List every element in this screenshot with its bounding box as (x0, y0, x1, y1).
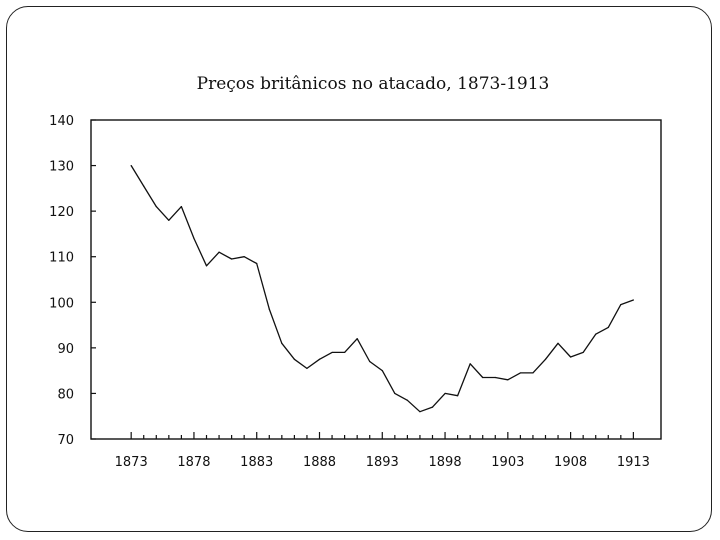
data-point (344, 351, 346, 354)
slide-frame (6, 6, 712, 532)
y-tick-label: 110 (49, 251, 74, 266)
data-point (620, 303, 622, 306)
data-point (632, 299, 634, 301)
data-point (381, 370, 383, 372)
y-tick-label: 140 (49, 114, 74, 129)
plot-frame (90, 119, 662, 440)
data-point (519, 372, 521, 374)
x-tick-label: 1888 (303, 455, 336, 470)
data-point (268, 308, 270, 310)
chart-title: Preços britânicos no atacado, 1873-1913 (196, 74, 550, 94)
data-point (419, 411, 421, 413)
x-tick-label: 1873 (115, 455, 148, 470)
x-tick-label: 1903 (491, 455, 524, 470)
data-point (243, 256, 245, 258)
data-point (130, 164, 132, 167)
x-axis-ticks: 1873 1878 1883 1888 1893 1898 1903 1908 1913 (115, 432, 650, 470)
data-point (180, 205, 182, 208)
y-tick-label: 90 (57, 342, 74, 357)
series-layer (130, 164, 634, 413)
data-point (168, 219, 170, 221)
y-axis-ticks: 140 130 120 110 100 90 80 70 (49, 114, 96, 448)
data-point (544, 358, 547, 360)
data-point (444, 392, 446, 395)
x-tick-label: 1878 (177, 455, 210, 470)
data-point (482, 376, 484, 379)
data-point (256, 262, 258, 265)
data-point (494, 376, 496, 379)
data-point (231, 258, 233, 260)
data-point (607, 326, 609, 328)
data-point (570, 356, 572, 358)
data-point (595, 333, 597, 335)
price-series-line (130, 165, 634, 413)
data-point (369, 360, 371, 363)
x-tick-label: 1893 (366, 455, 399, 470)
x-tick-label: 1908 (554, 455, 587, 470)
data-point (281, 342, 283, 344)
data-point (143, 185, 145, 187)
data-point (406, 399, 408, 401)
data-point (306, 367, 308, 369)
y-tick-label: 80 (57, 387, 74, 402)
data-point (331, 351, 333, 354)
chart-axes (90, 119, 662, 440)
data-point (469, 363, 471, 365)
y-tick-label: 100 (49, 296, 74, 311)
data-point (582, 351, 584, 354)
data-point (318, 358, 321, 360)
data-point (356, 338, 358, 340)
data-point (218, 251, 220, 253)
y-tick-label: 70 (57, 433, 74, 448)
data-point (193, 237, 195, 240)
data-point (557, 342, 559, 344)
x-tick-label: 1883 (240, 455, 273, 470)
y-tick-label: 120 (49, 205, 74, 220)
data-point (507, 379, 509, 381)
x-tick-label: 1913 (617, 455, 650, 470)
data-point (532, 372, 534, 374)
data-point (394, 392, 396, 395)
data-point (457, 395, 459, 397)
y-tick-label: 130 (49, 160, 74, 175)
data-point (293, 358, 295, 360)
data-point (431, 406, 434, 408)
data-point (155, 205, 157, 208)
x-tick-label: 1898 (429, 455, 462, 470)
data-point (205, 265, 208, 267)
